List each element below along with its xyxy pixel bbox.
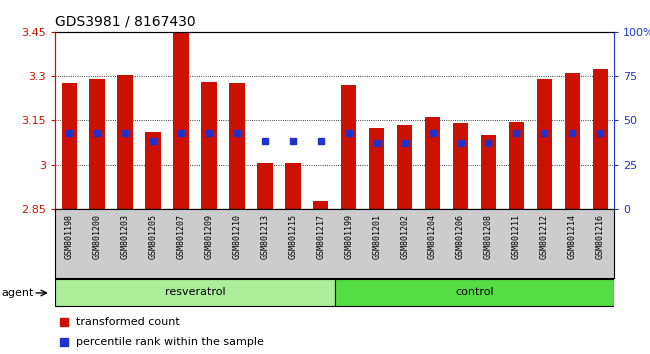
Bar xyxy=(257,163,272,209)
Bar xyxy=(313,201,328,209)
Bar xyxy=(537,79,552,209)
Text: GSM801208: GSM801208 xyxy=(484,215,493,259)
Bar xyxy=(90,79,105,209)
Text: GSM801200: GSM801200 xyxy=(93,215,101,259)
Text: GSM801202: GSM801202 xyxy=(400,215,409,259)
Text: GSM801207: GSM801207 xyxy=(177,215,185,259)
Text: GSM801201: GSM801201 xyxy=(372,215,381,259)
Text: GSM801204: GSM801204 xyxy=(428,215,437,259)
Bar xyxy=(341,85,356,209)
Text: GSM801217: GSM801217 xyxy=(317,215,325,259)
Bar xyxy=(62,84,77,209)
Text: GDS3981 / 8167430: GDS3981 / 8167430 xyxy=(55,14,196,28)
Bar xyxy=(146,132,161,209)
Text: resveratrol: resveratrol xyxy=(164,287,226,297)
Bar xyxy=(369,128,384,209)
Bar xyxy=(229,84,244,209)
Bar xyxy=(335,279,614,307)
Bar xyxy=(397,125,412,209)
Bar xyxy=(425,118,440,209)
Bar xyxy=(565,73,580,209)
Text: GSM801203: GSM801203 xyxy=(121,215,129,259)
Bar xyxy=(593,69,608,209)
Text: GSM801206: GSM801206 xyxy=(456,215,465,259)
Text: percentile rank within the sample: percentile rank within the sample xyxy=(77,337,265,348)
Text: GSM801213: GSM801213 xyxy=(261,215,269,259)
Text: transformed count: transformed count xyxy=(77,317,180,327)
Bar xyxy=(509,122,524,209)
Text: GSM801205: GSM801205 xyxy=(149,215,157,259)
Bar xyxy=(453,123,468,209)
Text: GSM801199: GSM801199 xyxy=(344,215,353,259)
Bar xyxy=(202,82,216,209)
Text: GSM801211: GSM801211 xyxy=(512,215,521,259)
Bar xyxy=(174,32,188,209)
Text: agent: agent xyxy=(2,288,34,298)
Text: control: control xyxy=(455,287,494,297)
Text: GSM801216: GSM801216 xyxy=(596,215,605,259)
Text: GSM801210: GSM801210 xyxy=(233,215,241,259)
Text: GSM801214: GSM801214 xyxy=(568,215,577,259)
Bar xyxy=(285,163,300,209)
Text: GSM801212: GSM801212 xyxy=(540,215,549,259)
Bar xyxy=(481,135,496,209)
Bar xyxy=(118,75,133,209)
Text: GSM801209: GSM801209 xyxy=(205,215,213,259)
Bar xyxy=(55,279,335,307)
Text: GSM801215: GSM801215 xyxy=(289,215,297,259)
Text: GSM801198: GSM801198 xyxy=(65,215,73,259)
